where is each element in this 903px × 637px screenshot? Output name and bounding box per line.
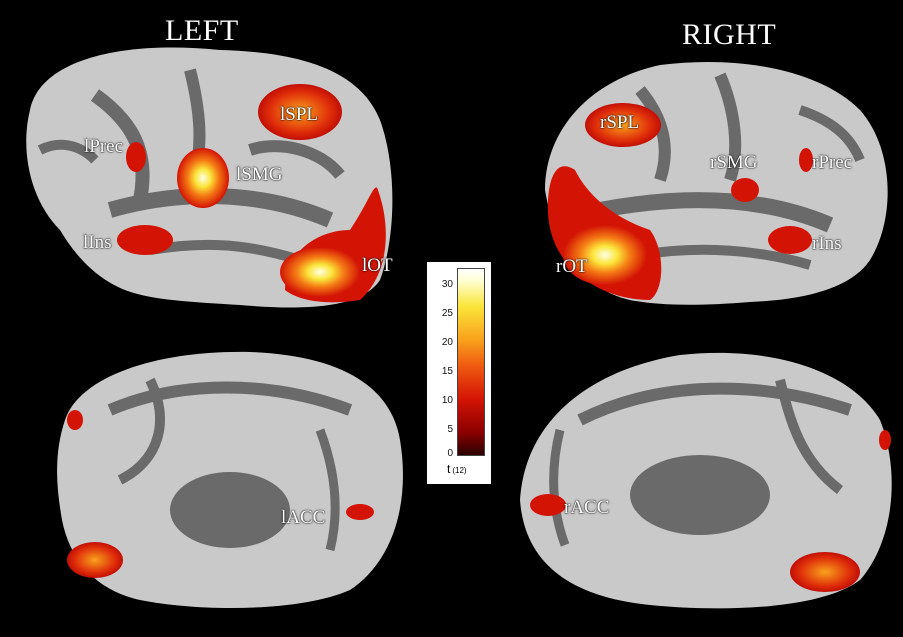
colorbar-tick: 30: [441, 279, 453, 290]
colorbar-gradient: [457, 268, 485, 456]
region-label-rprec: rPrec: [812, 152, 853, 173]
right-medial-hemisphere: [520, 352, 892, 609]
region-label-rsmg: rSMG: [710, 152, 758, 173]
right-lateral-hemisphere: [545, 62, 888, 305]
colorbar-label-subscript: (12): [452, 466, 467, 475]
region-label-lspl: lSPL: [280, 104, 319, 125]
region-label-rspl: rSPL: [600, 112, 640, 133]
colorbar-tick: 25: [441, 308, 453, 319]
region-label-lsmg: lSMG: [236, 164, 283, 185]
left-hemisphere-title: LEFT: [165, 14, 239, 47]
colorbar-legend: 30 25 20 15 10 5 0 t (12): [427, 262, 491, 484]
region-label-racc: rACC: [564, 497, 610, 518]
colorbar-tick: 20: [441, 337, 453, 348]
left-lateral-hemisphere: [26, 47, 393, 308]
region-label-lot: lOT: [362, 255, 393, 276]
right-hemisphere-title: RIGHT: [682, 18, 777, 51]
left-medial-hemisphere: [57, 351, 403, 609]
colorbar-tick: 5: [447, 424, 453, 435]
colorbar-tick: 15: [441, 366, 453, 377]
region-label-rins: rIns: [812, 233, 842, 254]
region-label-rot: rOT: [556, 256, 588, 277]
region-label-lins: lIns: [83, 232, 112, 253]
colorbar-tick: 10: [441, 395, 453, 406]
colorbar-label-t: t: [447, 462, 451, 476]
colorbar-tick: 0: [447, 448, 453, 459]
region-label-lacc: lACC: [281, 507, 326, 528]
region-label-lprec: lPrec: [84, 136, 124, 157]
colorbar-label: t (12): [447, 462, 467, 476]
